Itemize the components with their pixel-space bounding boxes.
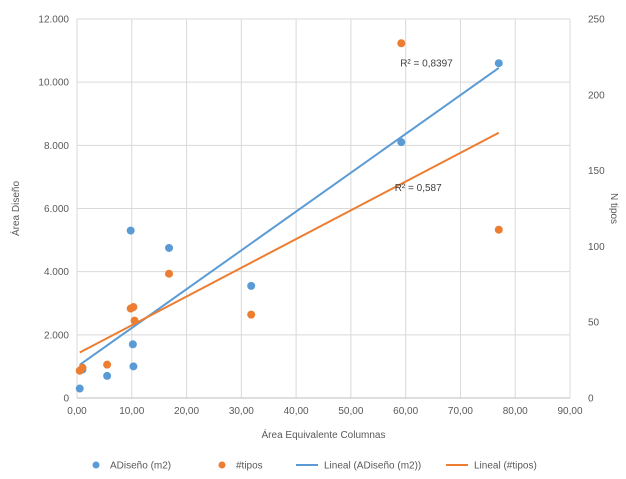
data-point [130, 316, 139, 325]
x-tick-label: 40,00 [284, 406, 309, 417]
legend-marker [92, 461, 100, 469]
data-point [78, 363, 87, 372]
data-point [247, 281, 256, 290]
y2-tick-label: 150 [588, 166, 605, 177]
legend: ADiseño (m2) #tipos Lineal (ADiseño (m2)) L… [92, 461, 537, 472]
x-tick-label: 10,00 [119, 406, 144, 417]
data-point [494, 225, 503, 234]
legend-marker [218, 461, 226, 469]
y-tick-label: 12.000 [38, 15, 69, 26]
data-point [397, 39, 406, 48]
x-tick-label: 20,00 [174, 406, 199, 417]
chart-labels: Área Equivalente Columnas Área Diseño N … [9, 181, 619, 441]
data-point [165, 269, 174, 278]
trendline [79, 131, 500, 354]
x-tick-label: 50,00 [338, 406, 363, 417]
data-point [103, 371, 112, 380]
legend-item: Lineal (#tipos) [446, 461, 537, 472]
data-point [75, 384, 84, 393]
x-tick-label: 70,00 [448, 406, 473, 417]
legend-item: ADiseño (m2) [92, 461, 171, 472]
legend-label: Lineal (ADiseño (m2)) [324, 461, 421, 472]
r-squared-label: R² = 0,8397 [400, 58, 453, 69]
y-tick-label: 8.000 [44, 141, 69, 152]
legend-label: Lineal (#tipos) [474, 461, 537, 472]
legend-label: ADiseño (m2) [110, 461, 171, 472]
x-tick-label: 80,00 [503, 406, 528, 417]
y-tick-label: 2.000 [44, 330, 69, 341]
data-point [103, 360, 112, 369]
x-tick-label: 30,00 [229, 406, 254, 417]
y2-tick-label: 0 [588, 394, 594, 405]
axes: 0 2.000 4.000 6.000 8.000 10.000 12.000 0,00 10,… [38, 15, 605, 418]
gridlines [76, 18, 571, 399]
data-point [165, 243, 174, 252]
x-tick-label: 0,00 [67, 406, 87, 417]
y2-tick-label: 250 [588, 15, 605, 26]
y-tick-label: 10.000 [38, 78, 69, 89]
y-tick-label: 4.000 [44, 267, 69, 278]
data-point [129, 362, 138, 371]
trendlines: R² = 0,8397 R² = 0,587 [79, 58, 500, 366]
x-tick-label: 90,00 [557, 406, 582, 417]
y-tick-label: 0 [63, 394, 69, 405]
y2-axis-title: N tipos [608, 193, 619, 224]
y2-tick-label: 200 [588, 90, 605, 101]
data-points [75, 39, 503, 393]
data-point [397, 138, 406, 147]
legend-item: #tipos [218, 461, 263, 472]
y-tick-label: 6.000 [44, 204, 69, 215]
data-point [129, 303, 138, 312]
r-squared-label: R² = 0,587 [395, 183, 442, 194]
y2-tick-label: 100 [588, 242, 605, 253]
y2-tick-label: 50 [588, 318, 600, 329]
data-point [247, 310, 256, 319]
y-axis-title: Área Diseño [9, 181, 22, 236]
legend-label: #tipos [236, 461, 263, 472]
data-point [494, 59, 503, 68]
legend-item: Lineal (ADiseño (m2)) [296, 461, 421, 472]
x-axis-title: Área Equivalente Columnas [262, 428, 386, 441]
x-tick-label: 60,00 [393, 406, 418, 417]
data-point [128, 340, 137, 349]
data-point [126, 226, 135, 235]
